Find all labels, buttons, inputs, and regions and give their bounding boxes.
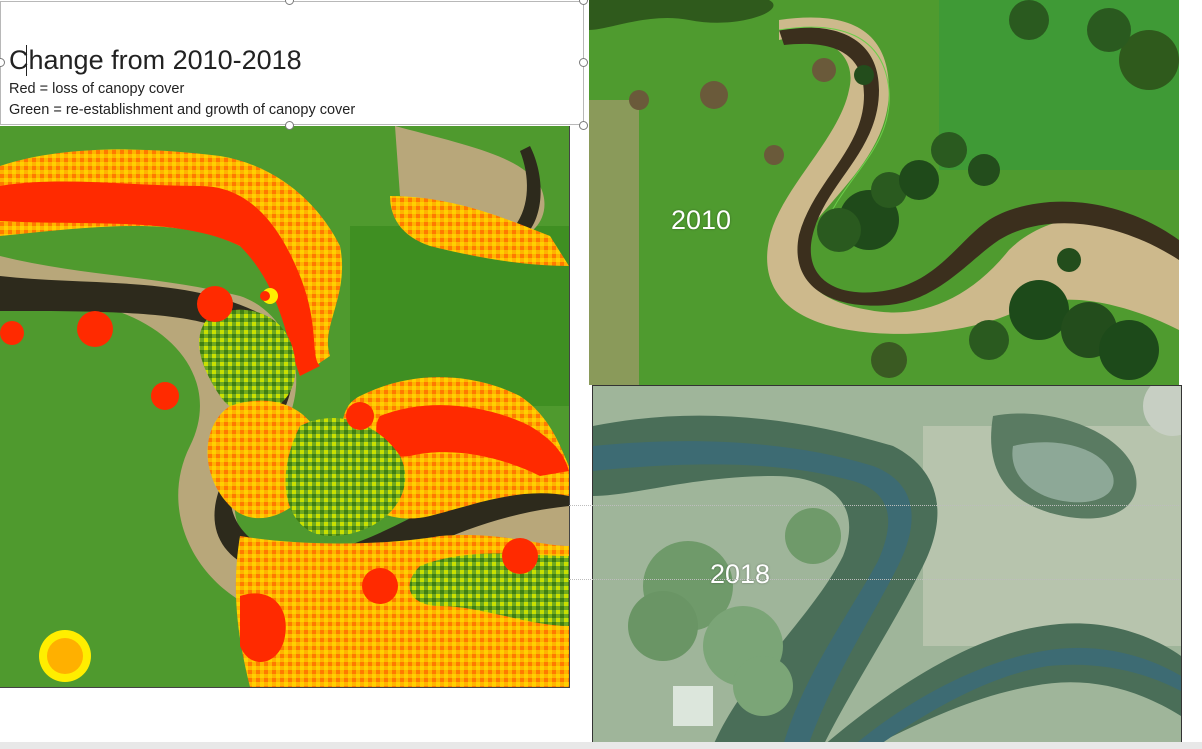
title-textbox[interactable]: Change from 2010-2018 Red = loss of cano…	[0, 1, 584, 125]
resize-handle-bottom-right[interactable]	[579, 121, 588, 130]
aerial-photo-2018-graphic	[593, 386, 1181, 746]
aerial-photo-2010-graphic	[589, 0, 1179, 385]
slide-bottom-edge	[0, 742, 1202, 749]
slide-title[interactable]: Change from 2010-2018	[9, 45, 302, 75]
resize-handle-bottom[interactable]	[285, 121, 294, 130]
canopy-change-map-graphic	[0, 126, 569, 687]
guide-line	[569, 579, 1179, 580]
text-cursor	[26, 45, 27, 76]
canopy-change-map	[0, 126, 570, 688]
year-label-2018: 2018	[710, 559, 771, 589]
aerial-photo-2010: 2010	[589, 0, 1179, 385]
resize-handle-left[interactable]	[0, 58, 5, 67]
resize-handle-top[interactable]	[285, 0, 294, 5]
legend-red-text[interactable]: Red = loss of canopy cover	[9, 81, 185, 97]
year-label-2010: 2010	[671, 205, 732, 235]
resize-handle-right[interactable]	[579, 58, 588, 67]
guide-line	[569, 505, 1179, 506]
aerial-photo-2018: 2018	[592, 385, 1182, 746]
resize-handle-top-right[interactable]	[579, 0, 588, 5]
legend-green-text[interactable]: Green = re-establishment and growth of c…	[9, 102, 356, 118]
